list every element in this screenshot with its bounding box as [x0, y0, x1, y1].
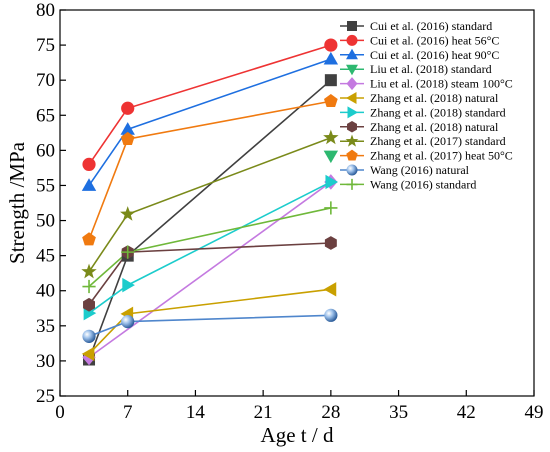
data-point: [324, 201, 338, 215]
legend-marker: [346, 34, 358, 46]
y-tick-label: 40: [36, 281, 55, 302]
data-point: [323, 150, 339, 164]
legend-marker: [347, 121, 357, 133]
data-point: [121, 101, 135, 115]
y-tick-label: 30: [36, 351, 55, 372]
data-point: [120, 206, 136, 221]
data-point: [324, 308, 338, 322]
data-point: [82, 279, 96, 294]
data-point: [81, 346, 95, 362]
x-tick-label: 35: [389, 402, 408, 423]
data-point: [323, 282, 337, 297]
data-point: [325, 174, 339, 190]
y-tick-label: 70: [36, 70, 55, 91]
x-axis-title: Age t / d: [261, 423, 334, 447]
axes: 0 7 14 21 28 35 42 49 25 30 35 40 45 50 55 60 65 70 75 80: [36, 0, 544, 423]
plot-area: [59, 9, 535, 397]
data-point: [82, 232, 96, 246]
data-point: [323, 51, 339, 65]
data-point: [324, 38, 338, 52]
data-point: [324, 94, 338, 108]
y-tick-label: 35: [36, 316, 55, 337]
series-markers: [81, 38, 339, 366]
y-tick-label: 50: [36, 211, 55, 232]
legend-marker: [346, 64, 358, 76]
x-tick-label: 42: [457, 402, 476, 423]
y-tick-label: 75: [36, 35, 55, 56]
legend-label: Zhang et al. (2018) natural: [370, 120, 499, 134]
data-point: [121, 245, 135, 259]
legend-marker: [346, 92, 357, 104]
legend-label: Zhang et al. (2017) heat 50°C: [370, 149, 513, 163]
y-axis-title: Strength /MPa: [5, 141, 29, 264]
y-tick-label: 60: [36, 140, 55, 161]
legend-marker: [346, 48, 358, 60]
legend-label: Cui et al. (2016) heat 90°C: [370, 48, 499, 62]
legend-label: Cui et al. (2016) standard: [370, 19, 492, 33]
legend-label: Cui et al. (2016) heat 56°C: [370, 33, 499, 47]
y-tick-label: 45: [36, 246, 55, 267]
legend-label: Liu et al. (2018) steam 100°C: [370, 77, 513, 91]
legend-marker: [346, 77, 358, 91]
data-point: [120, 131, 135, 145]
legend-marker: [345, 134, 359, 147]
legend-label: Liu et al. (2018) standard: [370, 62, 492, 76]
y-tick-label: 80: [36, 0, 55, 21]
data-point: [82, 329, 96, 343]
legend-marker: [346, 178, 358, 190]
series-line-5: [88, 181, 332, 359]
x-tick-label: 28: [321, 402, 340, 423]
legend-marker: [346, 149, 358, 161]
data-point: [81, 178, 97, 191]
data-point: [120, 122, 135, 135]
x-tick-label: 49: [525, 402, 544, 423]
data-point: [122, 277, 135, 293]
legend-label: Wang (2016) standard: [370, 177, 476, 191]
data-point: [81, 263, 97, 279]
data-point: [323, 129, 339, 145]
legend-label: Zhang et al. (2018) standard: [370, 105, 506, 119]
y-tick-label: 65: [36, 105, 55, 126]
legend-marker: [347, 21, 357, 31]
legend-label: Zhang et al. (2018) natural: [370, 91, 499, 105]
data-point: [82, 157, 96, 171]
legend-label: Zhang et al. (2017) standard: [370, 134, 506, 148]
data-point: [83, 297, 95, 312]
x-tick-label: 21: [254, 402, 273, 423]
y-tick-label: 25: [36, 386, 55, 407]
legend-marker: [346, 164, 358, 176]
x-tick-label: 7: [123, 402, 133, 423]
x-tick-label: 14: [186, 402, 206, 423]
data-point: [324, 236, 337, 250]
legend-label: Wang (2016) natural: [370, 163, 470, 177]
legend-marker: [347, 106, 358, 119]
y-tick-label: 55: [36, 175, 55, 196]
data-point: [121, 315, 135, 329]
x-tick-label: 0: [55, 402, 65, 423]
data-point: [324, 74, 337, 87]
